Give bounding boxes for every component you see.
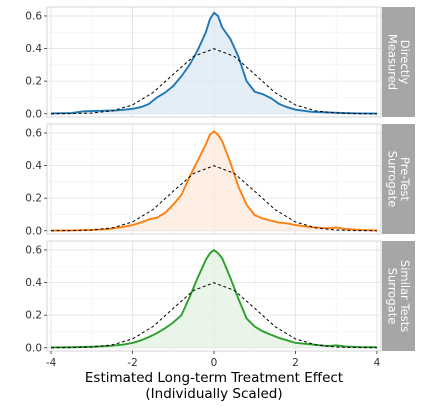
y-tick-label: 0.2 xyxy=(25,193,42,205)
strip-label-line: Measured xyxy=(385,34,399,90)
y-tick-label: 0.0 xyxy=(25,342,42,354)
facet-panel: 0.0 0.2 0.4 0.6 DirectlyMeasured xyxy=(25,6,415,120)
facet-panel: 0.0 0.2 0.4 0.6 Similar TestsSurrogate xyxy=(25,240,415,354)
facet-strip: Pre-TestSurrogate xyxy=(382,124,415,234)
facet-panels: 0.0 0.2 0.4 0.6 DirectlyMeasured 0.0 0.2 0.4 0.6… xyxy=(25,6,415,369)
density-line xyxy=(51,249,377,349)
y-tick-label: 0.4 xyxy=(25,160,42,172)
y-tick-label: 0.2 xyxy=(25,76,42,88)
facet-strip: Similar TestsSurrogate xyxy=(382,241,415,351)
density-line xyxy=(51,130,377,232)
panel-border xyxy=(46,6,382,118)
strip-label: Similar TestsSurrogate xyxy=(385,260,412,332)
density-area xyxy=(51,249,377,348)
reference-normal-curve xyxy=(51,165,377,232)
y-tick-label: 0.6 xyxy=(25,128,42,140)
strip-label-line: Directly xyxy=(398,40,412,85)
strip-label-line: Pre-Test xyxy=(398,157,412,202)
x-tick-label: -4 xyxy=(46,357,57,369)
density-area xyxy=(51,131,377,231)
y-tick-label: 0.4 xyxy=(25,277,42,289)
reference-normal-curve xyxy=(51,48,377,115)
y-tick-label: 0.2 xyxy=(25,310,42,322)
y-tick-label: 0.0 xyxy=(25,108,42,120)
strip-label: DirectlyMeasured xyxy=(385,34,412,90)
x-tick-label: 4 xyxy=(374,357,381,369)
density-area xyxy=(51,12,377,114)
strip-label: Pre-TestSurrogate xyxy=(385,151,412,208)
reference-normal-curve xyxy=(51,282,377,349)
density-line xyxy=(51,11,377,115)
x-tick-label: 2 xyxy=(292,357,299,369)
strip-label-line: Surrogate xyxy=(385,268,399,325)
y-tick-label: 0.0 xyxy=(25,225,42,237)
y-tick-label: 0.6 xyxy=(25,245,42,257)
x-axis-sublabel: (Individually Scaled) xyxy=(145,386,282,402)
strip-background xyxy=(382,7,415,117)
panel-border xyxy=(46,123,382,235)
strip-label-line: Surrogate xyxy=(385,151,399,208)
y-tick-label: 0.4 xyxy=(25,43,42,55)
strip-label-line: Similar Tests xyxy=(398,260,412,332)
strip-background xyxy=(382,124,415,234)
facet-strip: DirectlyMeasured xyxy=(382,7,415,117)
x-axis-label: Estimated Long-term Treatment Effect xyxy=(85,370,343,386)
y-tick-label: 0.6 xyxy=(25,11,42,23)
x-tick-label: -2 xyxy=(127,357,137,369)
x-tick-label: 0 xyxy=(211,357,218,369)
facet-panel: 0.0 0.2 0.4 0.6 Pre-TestSurrogate xyxy=(25,123,415,237)
strip-background xyxy=(382,241,415,351)
